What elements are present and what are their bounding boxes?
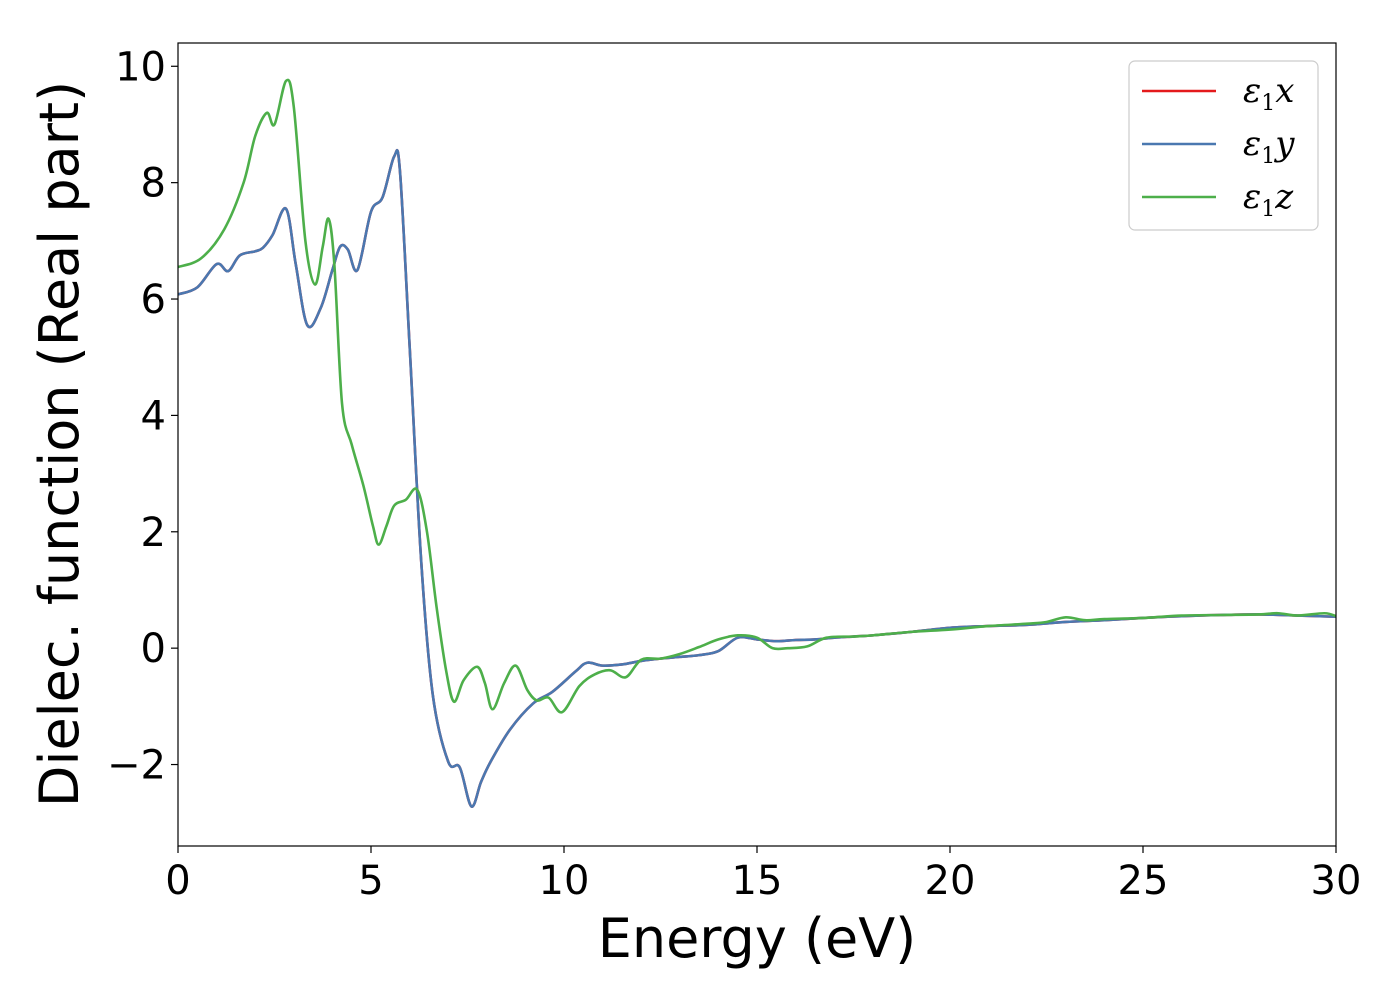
x-tick-label: 30 (1311, 858, 1362, 904)
y-tick-label: 10 (115, 44, 166, 90)
x-axis-label: Energy (eV) (598, 907, 917, 970)
x-axis: 0 5 10 15 20 25 30 (165, 846, 1361, 904)
x-tick-label: 25 (1118, 858, 1169, 904)
x-tick-label: 15 (732, 858, 783, 904)
y-tick-label: 0 (141, 626, 166, 672)
series-line-z (178, 78, 1336, 714)
x-tick-label: 0 (165, 858, 190, 904)
y-tick-label: 6 (141, 277, 166, 323)
legend-label-x: ε1x (1243, 71, 1294, 116)
y-axis-label: Dielec. function (Real part) (28, 81, 91, 807)
legend-label-z: ε1z (1243, 177, 1294, 222)
y-tick-label: 8 (141, 161, 166, 207)
x-tick-label: 10 (539, 858, 590, 904)
y-tick-label: −2 (107, 743, 166, 789)
y-axis: −2 0 2 4 6 8 10 (107, 44, 178, 789)
y-tick-label: 2 (141, 510, 166, 556)
y-tick-label: 4 (141, 393, 166, 439)
legend-box (1128, 60, 1319, 231)
legend-label-y: ε1y (1243, 124, 1295, 169)
series-layer (178, 78, 1336, 808)
legend: ε1x ε1y ε1z (1128, 60, 1319, 231)
x-tick-label: 20 (925, 858, 976, 904)
x-tick-label: 5 (358, 858, 383, 904)
series-line-y (178, 148, 1336, 808)
